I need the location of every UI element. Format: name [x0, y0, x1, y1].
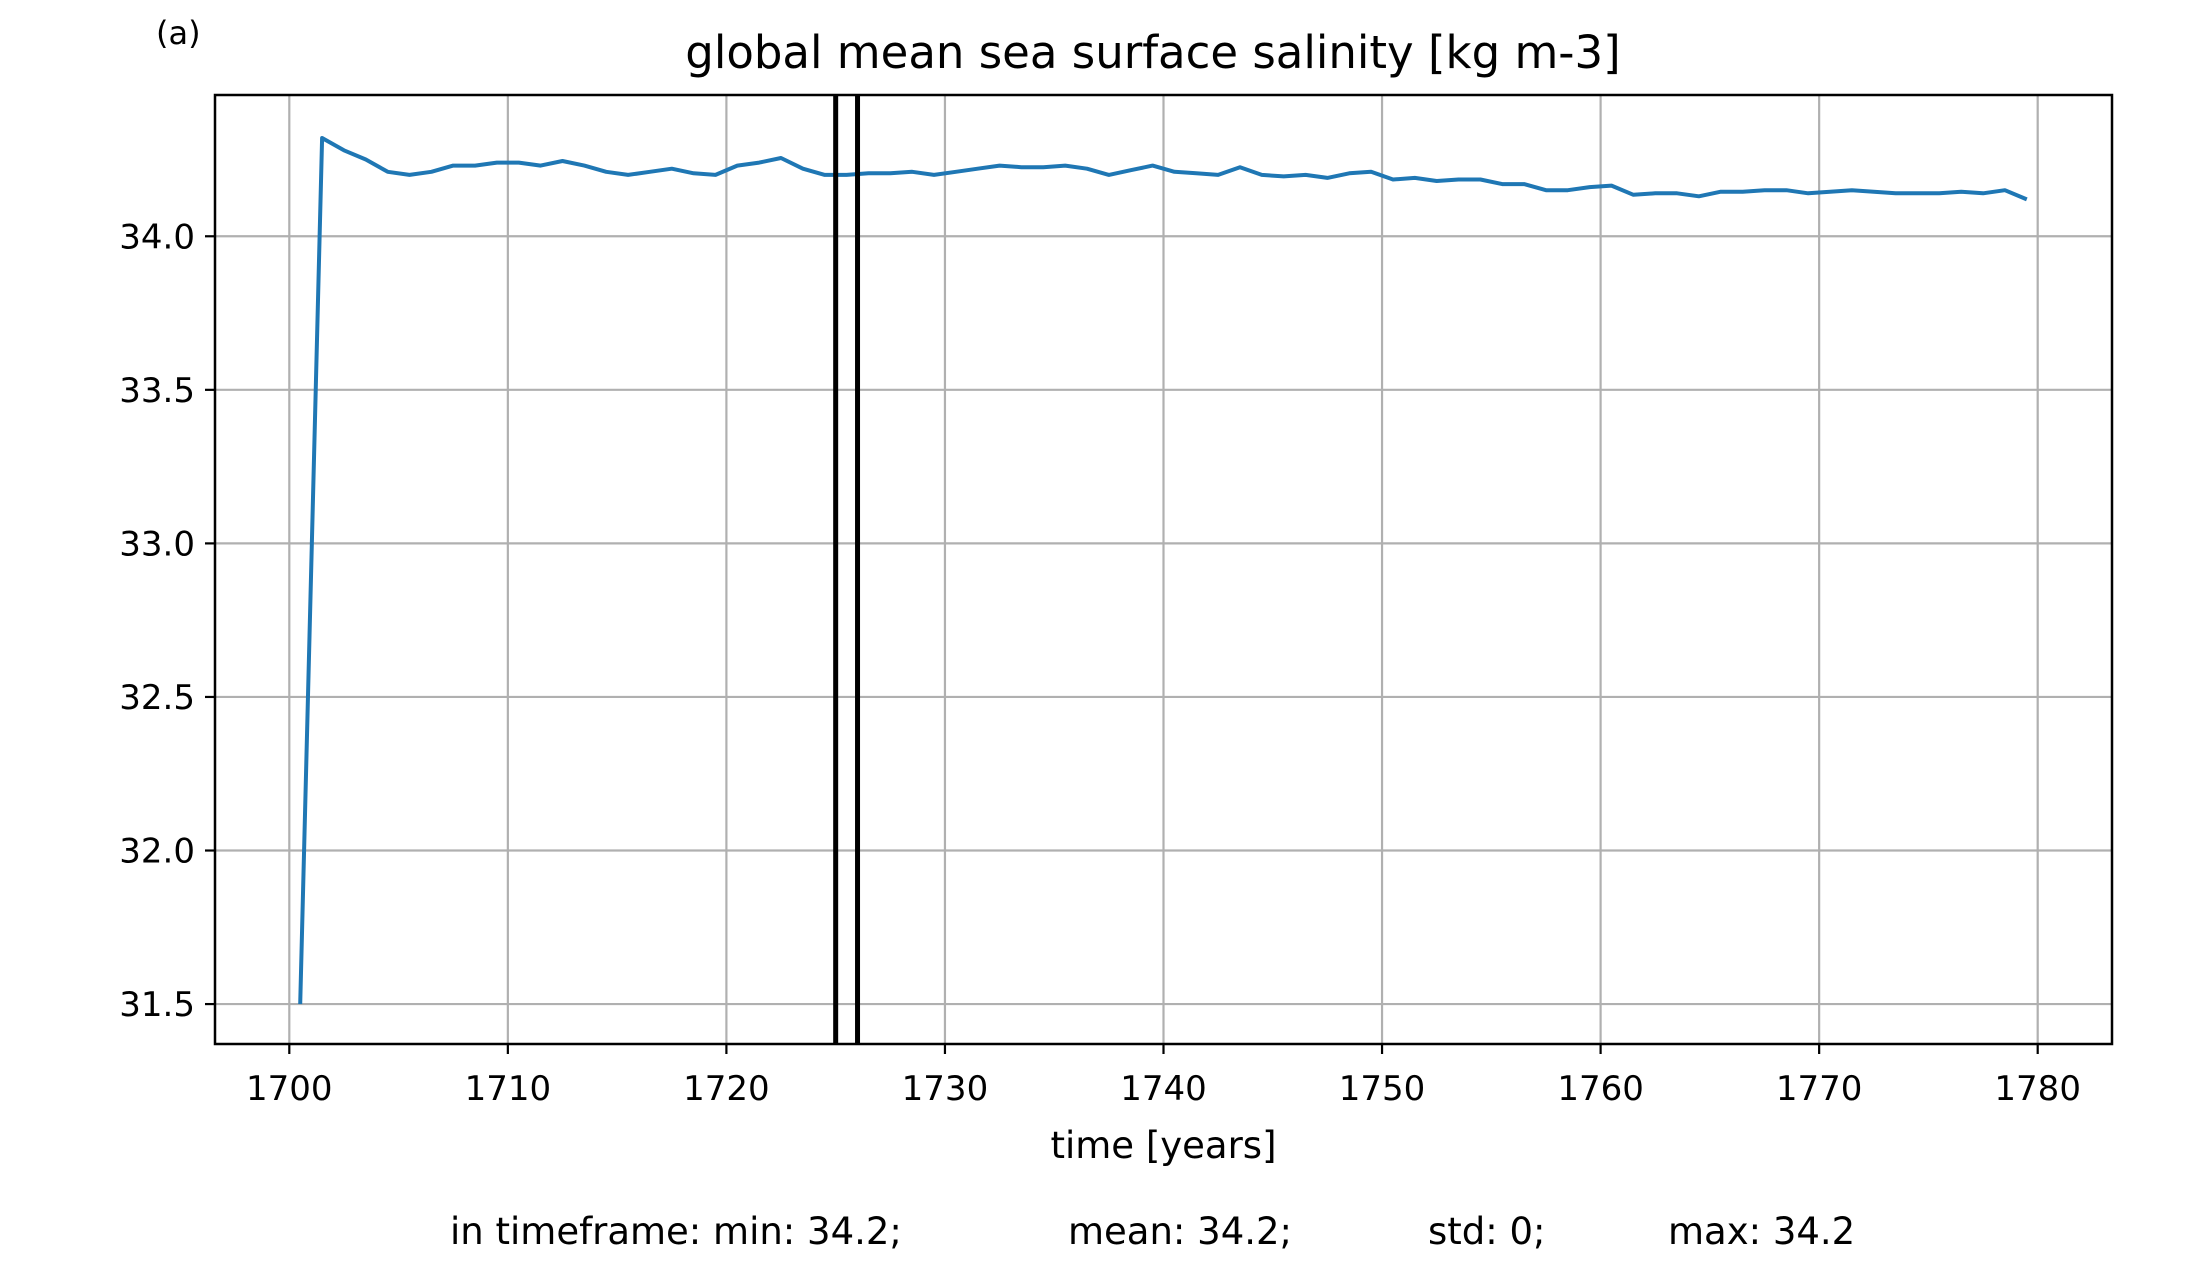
x-axis-ticks: 1700 1710 1720 1730 1740 1750 1760 1770 1780 [246, 1044, 2081, 1109]
series-line [298, 136, 2028, 1005]
x-tick-label: 1730 [902, 1069, 989, 1109]
grid-lines [215, 95, 2112, 1044]
x-tick-label: 1710 [465, 1069, 552, 1109]
y-tick-label: 32.5 [119, 678, 195, 718]
x-tick-label: 1750 [1339, 1069, 1426, 1109]
y-tick-label: 32.0 [119, 832, 195, 872]
marker-lines [833, 95, 861, 1044]
footer-max: max: 34.2 [1668, 1210, 1856, 1253]
x-axis-label: time [years] [1050, 1124, 1276, 1167]
x-tick-label: 1740 [1120, 1069, 1207, 1109]
footer-min: in timeframe: min: 34.2; [450, 1210, 902, 1253]
footer-mean: mean: 34.2; [1068, 1210, 1293, 1253]
x-tick-label: 1760 [1557, 1069, 1644, 1109]
chart-title: global mean sea surface salinity [kg m-3… [685, 26, 1621, 79]
y-tick-label: 33.0 [119, 524, 195, 564]
y-axis-ticks: 31.5 32.0 32.5 33.0 33.5 34.0 [119, 217, 215, 1025]
x-tick-label: 1720 [683, 1069, 770, 1109]
x-tick-label: 1770 [1776, 1069, 1863, 1109]
footer-std: std: 0; [1428, 1210, 1546, 1253]
y-tick-label: 31.5 [119, 985, 195, 1025]
y-tick-label: 34.0 [119, 217, 195, 257]
x-tick-label: 1780 [1994, 1069, 2081, 1109]
y-tick-label: 33.5 [119, 371, 195, 411]
panel-label: (a) [156, 14, 201, 52]
series-layer [298, 136, 2028, 1005]
x-tick-label: 1700 [246, 1069, 333, 1109]
